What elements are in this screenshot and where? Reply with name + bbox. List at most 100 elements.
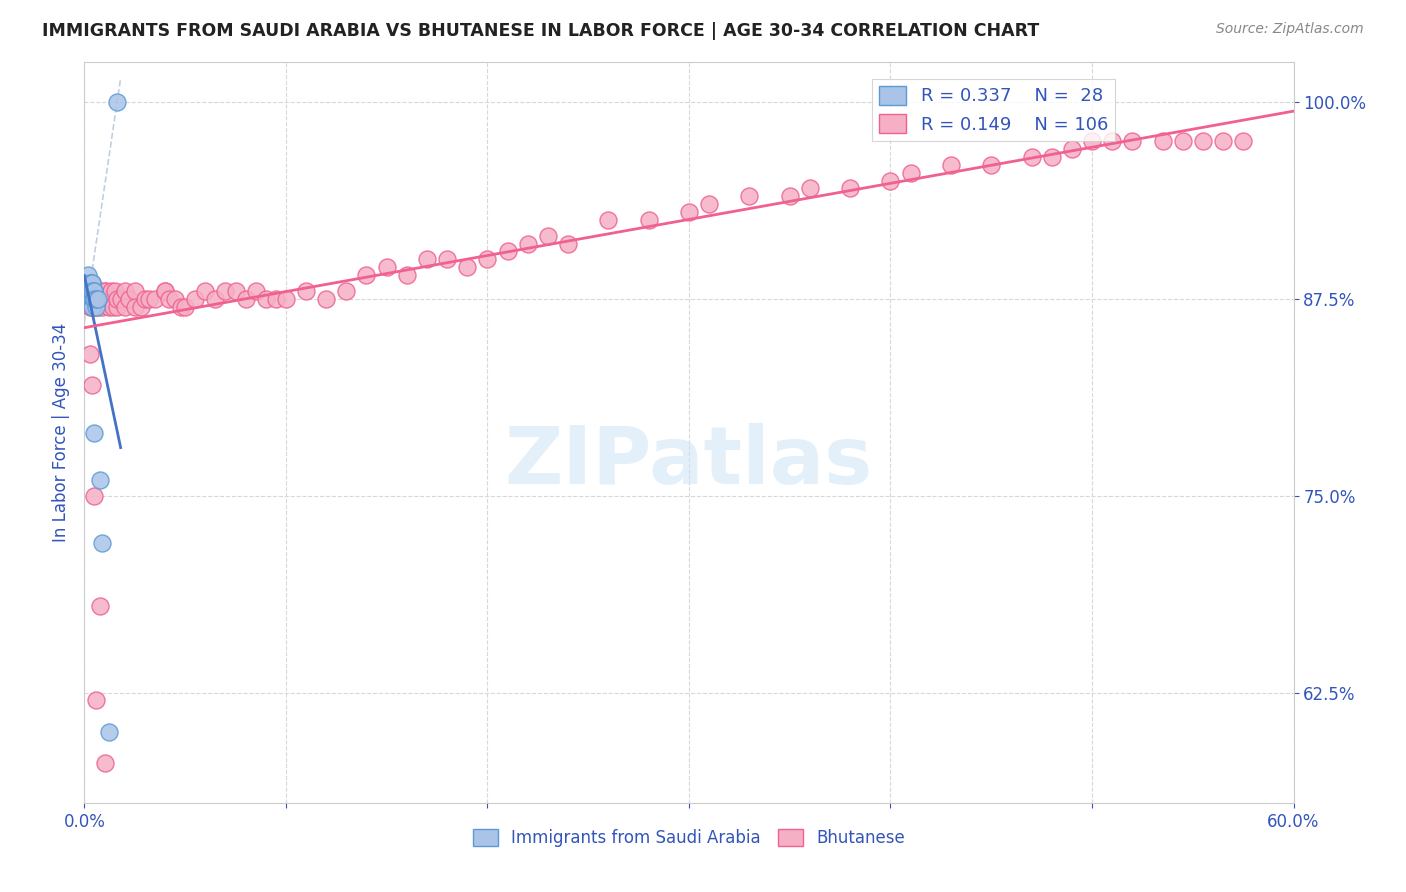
Point bbox=[170, 300, 193, 314]
Point bbox=[235, 292, 257, 306]
Point bbox=[83, 292, 105, 306]
Point bbox=[83, 292, 105, 306]
Point bbox=[83, 425, 105, 440]
Point bbox=[375, 260, 398, 275]
Point bbox=[637, 213, 659, 227]
Point bbox=[678, 205, 700, 219]
Point bbox=[79, 284, 101, 298]
Point bbox=[86, 292, 108, 306]
Point bbox=[245, 284, 267, 298]
Point bbox=[86, 300, 108, 314]
Point bbox=[89, 599, 111, 613]
Point bbox=[89, 292, 111, 306]
Point bbox=[93, 284, 115, 298]
Point bbox=[91, 300, 114, 314]
Point bbox=[83, 292, 105, 306]
Point bbox=[557, 236, 579, 251]
Point bbox=[82, 300, 104, 314]
Point bbox=[79, 284, 101, 298]
Point bbox=[204, 292, 226, 306]
Point bbox=[83, 284, 105, 298]
Point bbox=[82, 378, 104, 392]
Point bbox=[153, 284, 176, 298]
Point bbox=[496, 244, 519, 259]
Point bbox=[89, 473, 111, 487]
Point bbox=[129, 300, 152, 314]
Point bbox=[315, 292, 337, 306]
Point bbox=[779, 189, 801, 203]
Y-axis label: In Labor Force | Age 30-34: In Labor Force | Age 30-34 bbox=[52, 323, 70, 542]
Point bbox=[75, 284, 97, 298]
Point bbox=[83, 284, 105, 298]
Point bbox=[105, 292, 128, 306]
Point bbox=[416, 252, 439, 267]
Point bbox=[174, 300, 197, 314]
Point bbox=[79, 292, 101, 306]
Point bbox=[97, 300, 120, 314]
Point bbox=[82, 276, 104, 290]
Point bbox=[143, 292, 166, 306]
Point bbox=[118, 292, 141, 306]
Point bbox=[184, 292, 207, 306]
Point bbox=[79, 347, 101, 361]
Point bbox=[900, 166, 922, 180]
Point bbox=[77, 284, 100, 298]
Point bbox=[1232, 134, 1254, 148]
Point bbox=[114, 284, 136, 298]
Point bbox=[436, 252, 458, 267]
Point bbox=[110, 292, 132, 306]
Point bbox=[77, 284, 100, 298]
Point bbox=[105, 95, 128, 109]
Legend: Immigrants from Saudi Arabia, Bhutanese: Immigrants from Saudi Arabia, Bhutanese bbox=[467, 822, 911, 854]
Point bbox=[1101, 134, 1123, 148]
Point bbox=[274, 292, 297, 306]
Point bbox=[96, 292, 118, 306]
Point bbox=[83, 292, 105, 306]
Point bbox=[157, 292, 180, 306]
Point bbox=[335, 284, 357, 298]
Point bbox=[104, 284, 127, 298]
Point bbox=[114, 300, 136, 314]
Point bbox=[477, 252, 499, 267]
Point bbox=[395, 268, 418, 282]
Point bbox=[738, 189, 761, 203]
Point bbox=[93, 284, 115, 298]
Point bbox=[87, 300, 110, 314]
Point bbox=[83, 292, 105, 306]
Point bbox=[77, 268, 100, 282]
Point bbox=[89, 284, 111, 298]
Point bbox=[980, 158, 1002, 172]
Point bbox=[87, 292, 110, 306]
Point bbox=[97, 725, 120, 739]
Point bbox=[82, 292, 104, 306]
Point bbox=[93, 756, 115, 771]
Text: IMMIGRANTS FROM SAUDI ARABIA VS BHUTANESE IN LABOR FORCE | AGE 30-34 CORRELATION: IMMIGRANTS FROM SAUDI ARABIA VS BHUTANES… bbox=[42, 22, 1039, 40]
Point bbox=[456, 260, 478, 275]
Point bbox=[83, 489, 105, 503]
Point bbox=[82, 276, 104, 290]
Point bbox=[86, 693, 108, 707]
Point bbox=[124, 284, 146, 298]
Point bbox=[1171, 134, 1194, 148]
Point bbox=[799, 181, 821, 195]
Point bbox=[100, 292, 122, 306]
Point bbox=[839, 181, 862, 195]
Point bbox=[537, 228, 560, 243]
Text: Source: ZipAtlas.com: Source: ZipAtlas.com bbox=[1216, 22, 1364, 37]
Point bbox=[82, 292, 104, 306]
Point bbox=[264, 292, 287, 306]
Point bbox=[1212, 134, 1234, 148]
Point bbox=[1152, 134, 1174, 148]
Point bbox=[1121, 134, 1143, 148]
Point bbox=[1021, 150, 1043, 164]
Point bbox=[1192, 134, 1215, 148]
Point bbox=[79, 284, 101, 298]
Point bbox=[879, 173, 901, 187]
Point bbox=[83, 284, 105, 298]
Point bbox=[1081, 134, 1104, 148]
Point bbox=[124, 300, 146, 314]
Point bbox=[83, 284, 105, 298]
Point bbox=[86, 292, 108, 306]
Point bbox=[939, 158, 962, 172]
Point bbox=[77, 284, 100, 298]
